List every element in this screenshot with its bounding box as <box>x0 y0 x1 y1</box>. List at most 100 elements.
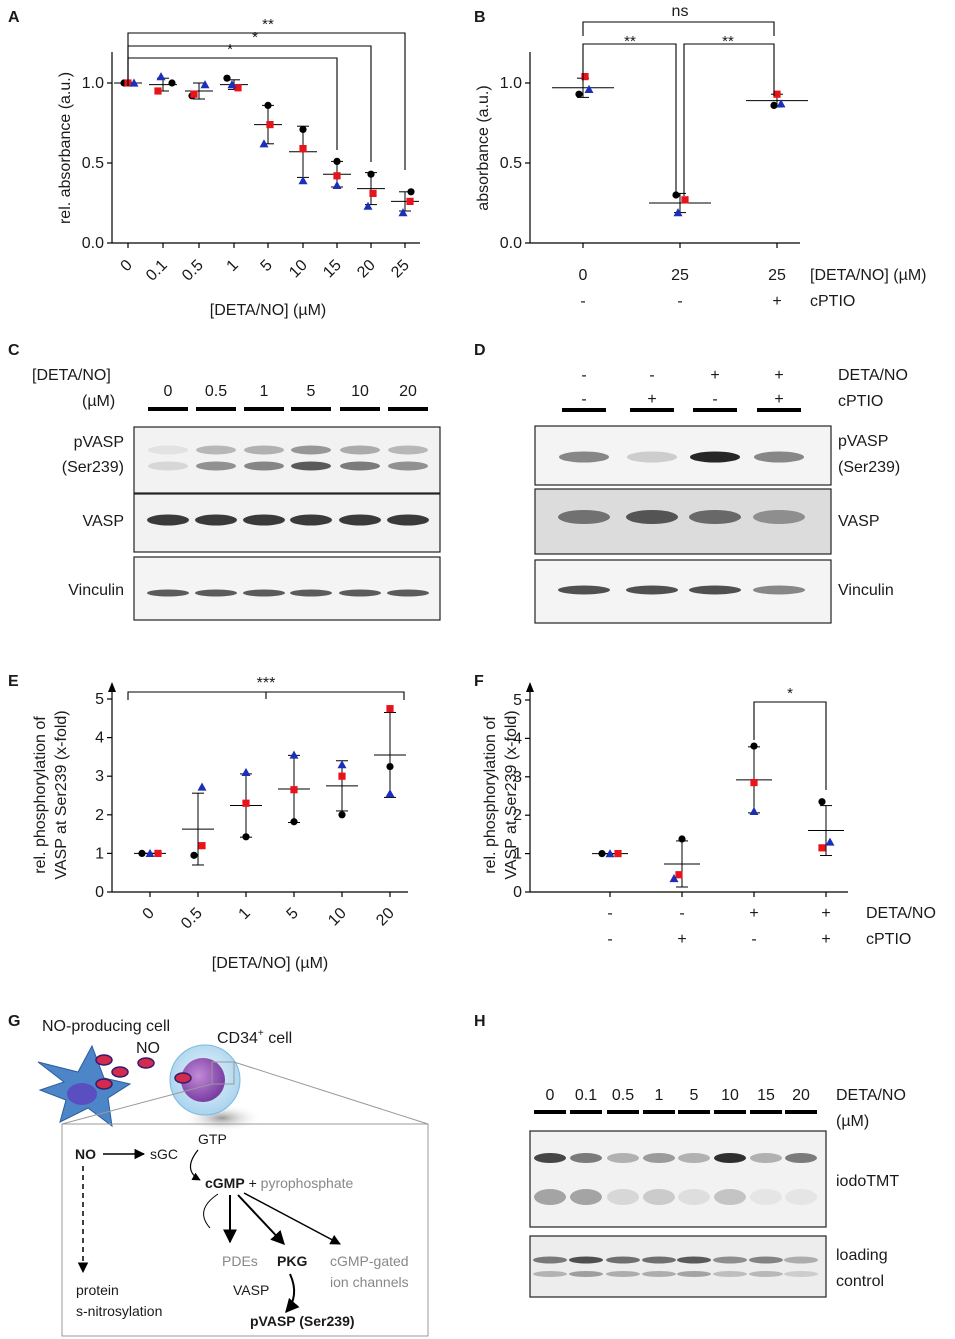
data-point <box>129 78 139 87</box>
blot-band <box>627 451 677 463</box>
data-point <box>332 180 342 189</box>
blot-band <box>714 1153 746 1163</box>
y-axis-label: rel. absorbance (a.u.) <box>57 72 74 224</box>
data-point <box>234 84 242 92</box>
blot-band <box>148 445 188 455</box>
panel-d: D - - + +- + - + DETA/NO cPTIO pVASP (Ser239) … <box>474 342 908 624</box>
y-tick-label: 2 <box>513 807 522 824</box>
data-point <box>259 139 269 148</box>
blot-band <box>713 1256 747 1264</box>
data-point <box>290 818 298 826</box>
lane-label: 20 <box>399 383 417 400</box>
lane-bar <box>291 407 331 411</box>
blot-band <box>784 1271 818 1277</box>
blot-band <box>534 1189 566 1205</box>
data-point <box>197 782 207 791</box>
node-pdes: PDEs <box>222 1253 258 1269</box>
cptio-sign: + <box>821 931 830 948</box>
data-point <box>168 79 176 87</box>
blot-frame <box>529 1130 827 1228</box>
blot-frame <box>133 426 441 494</box>
panel-label-d: D <box>474 342 486 359</box>
blot-band <box>690 451 740 463</box>
node-pkg: PKG <box>277 1253 307 1269</box>
data-point <box>363 201 373 210</box>
data-point <box>298 176 308 185</box>
blot-band <box>244 445 284 455</box>
deta-sign: - <box>649 367 654 384</box>
data-point <box>338 772 346 780</box>
significance-label: ** <box>722 33 734 50</box>
lane-bar <box>693 408 737 412</box>
data-point <box>773 90 781 98</box>
x-tick-label: 15 <box>320 257 345 282</box>
significance-label: ** <box>624 33 636 50</box>
lane-label: 0.5 <box>205 383 227 400</box>
blot-c: 0 0.5 1 5 10 20 <box>133 383 441 621</box>
x-tick-label: 10 <box>286 257 311 282</box>
y-tick-label: 0 <box>513 884 522 901</box>
y-tick-label: 0.5 <box>500 155 522 172</box>
x-tick-label: 0.5 <box>178 905 206 933</box>
data-point <box>598 850 606 858</box>
data-point <box>581 73 589 81</box>
lane-bar <box>148 407 188 411</box>
node-channels: cGMP-gated <box>330 1253 409 1269</box>
deta-sign: + <box>710 367 719 384</box>
data-point <box>825 837 835 846</box>
data-point <box>337 760 347 769</box>
significance-label: * <box>252 29 258 46</box>
data-point <box>385 789 395 798</box>
data-point <box>750 742 758 750</box>
blot-band <box>643 1153 675 1163</box>
y-axis-label: VASP at Ser239 (x-fold) <box>503 710 520 879</box>
data-point <box>227 80 237 89</box>
panel-label-g: G <box>8 1013 20 1030</box>
panel-f: F 0 1 2 3 4 5 - - + + - + - + * rel. phosphorylation o… <box>474 673 936 948</box>
cd34-nucleus <box>181 1058 225 1102</box>
blot-row-label: pVASP <box>838 433 888 450</box>
x-axis-label: [DETA/NO] (µM) <box>210 302 326 319</box>
blot-band <box>570 1189 602 1205</box>
blot-band <box>642 1271 676 1277</box>
blot-band <box>243 589 285 597</box>
data-point <box>584 84 594 93</box>
data-point <box>190 851 198 859</box>
blot-band <box>291 445 331 455</box>
data-point <box>750 778 758 787</box>
y-tick-label: 4 <box>95 730 104 747</box>
cptio-sign: - <box>751 931 756 948</box>
blot-band <box>290 589 332 597</box>
x-tick-label: 10 <box>325 905 350 930</box>
node-no: NO <box>75 1146 96 1162</box>
data-point <box>242 833 250 841</box>
blot-band <box>678 1153 710 1163</box>
lane-bar <box>244 407 284 411</box>
lane-bar <box>388 407 428 411</box>
data-point <box>338 811 346 819</box>
y-axis-arrow <box>108 682 116 692</box>
x-axis-label: [DETA/NO] (µM) <box>212 955 328 972</box>
cptio-sign: - <box>607 931 612 948</box>
y-axis-label: absorbance (a.u.) <box>475 85 492 210</box>
data-point <box>241 767 251 776</box>
blot-band <box>148 461 188 471</box>
x-tick-label: 5 <box>284 905 302 923</box>
cptio-sign: + <box>647 391 656 408</box>
deta-label: DETA/NO <box>838 367 908 384</box>
lane-bar <box>534 1110 566 1114</box>
blot-band <box>642 1256 676 1264</box>
data-point <box>386 705 394 713</box>
blot-band <box>713 1271 747 1277</box>
data-point <box>333 172 341 180</box>
blot-band <box>243 514 285 526</box>
data-point <box>266 121 274 129</box>
cptio-sign: - <box>581 391 586 408</box>
blot-band <box>607 1189 639 1205</box>
x-tick-label: 0 <box>579 267 588 284</box>
blot-band <box>749 1256 783 1264</box>
y-tick-label: 1 <box>95 845 104 862</box>
blot-band <box>558 510 610 524</box>
cd34-cell-label: CD34+ cell <box>217 1028 292 1047</box>
lane-label: 0 <box>546 1087 555 1104</box>
